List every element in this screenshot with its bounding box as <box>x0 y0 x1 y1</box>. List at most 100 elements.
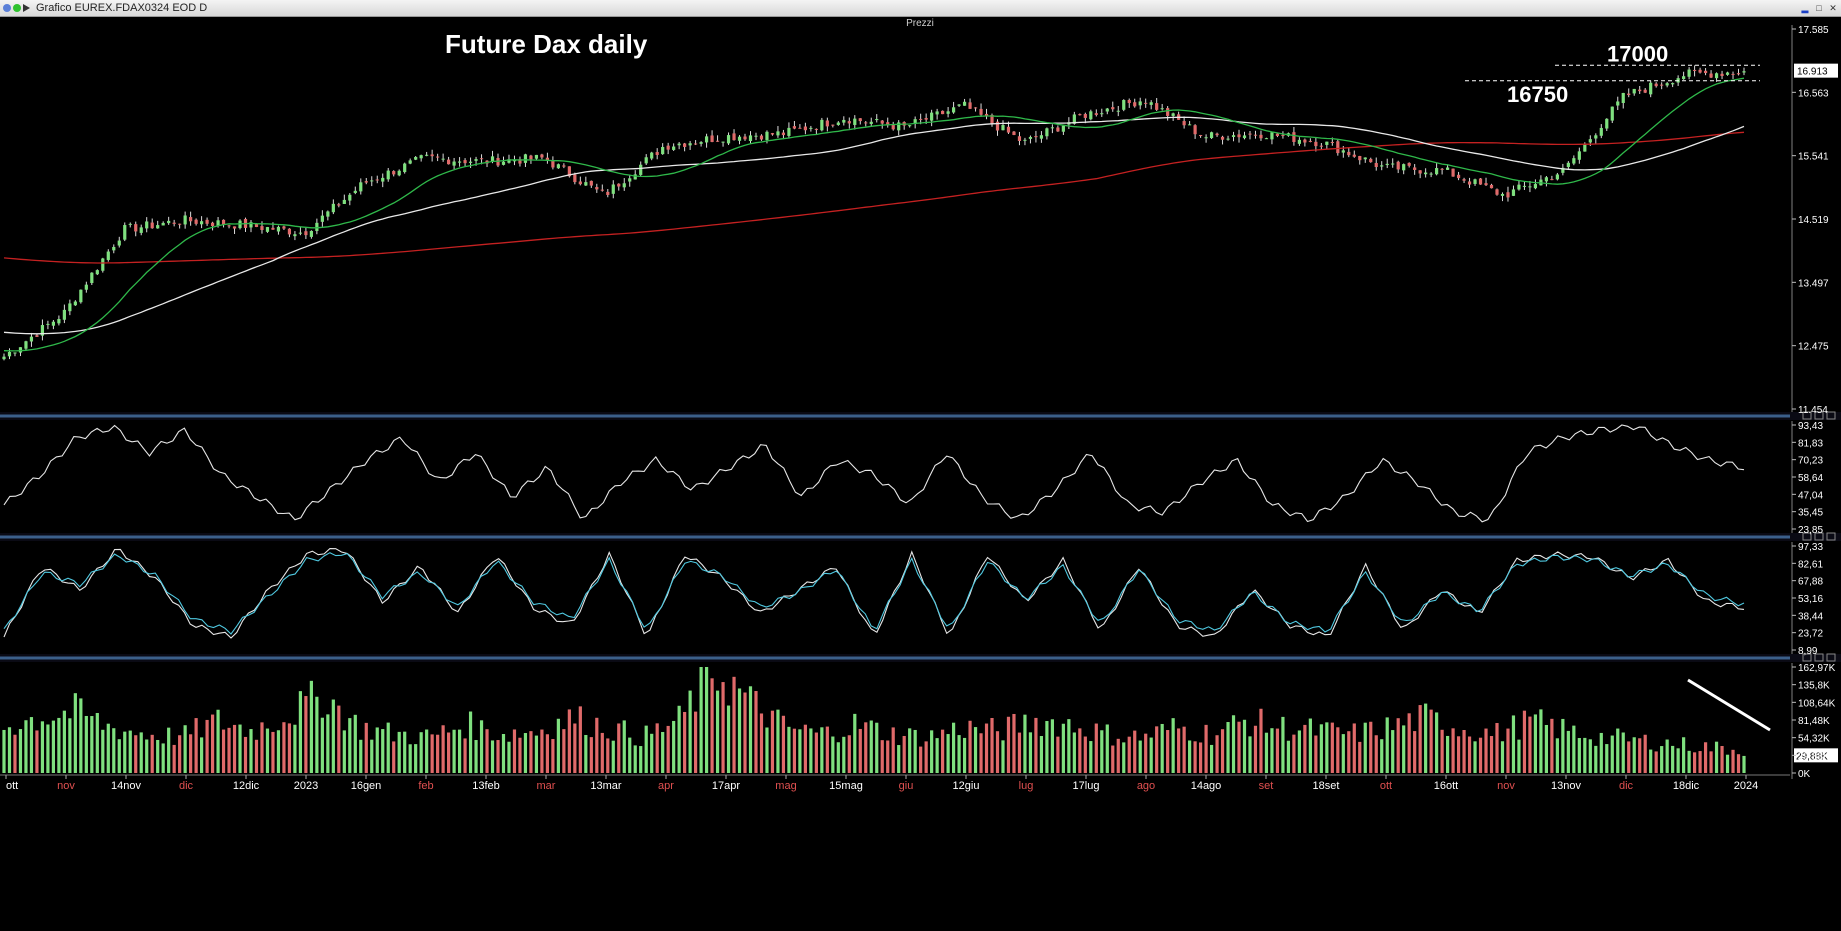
volume-bar <box>1731 749 1735 773</box>
candle-body <box>1610 106 1614 121</box>
volume-bar <box>951 722 956 773</box>
arrow-right-icon[interactable] <box>23 4 30 12</box>
volume-bar <box>95 713 99 773</box>
candle-body <box>232 226 237 229</box>
ma-fast-line <box>3 77 1745 352</box>
x-tick-label: 16ott <box>1434 780 1458 792</box>
candle-body <box>265 227 270 232</box>
candle-body <box>1720 73 1724 76</box>
volume-bar <box>1155 726 1159 773</box>
minimize-icon[interactable]: ▂ <box>1801 3 1809 13</box>
volume-bar <box>792 728 797 773</box>
volume-bar <box>1248 736 1252 773</box>
candle-body <box>946 111 950 114</box>
y-axes: 17.585 16.563 15.541 14.519 13.497 12.475 11.4… <box>1792 25 1838 780</box>
volume-bar <box>589 737 593 773</box>
volume-bar <box>353 714 357 773</box>
candle-body <box>1742 71 1746 73</box>
volume-bar <box>1714 741 1719 773</box>
volume-bar <box>1418 705 1422 773</box>
y-tick-label: 14.519 <box>1798 215 1829 226</box>
candle-body <box>183 215 187 225</box>
candle-body <box>189 217 193 222</box>
y-tick-label: 54,32K <box>1798 734 1830 745</box>
volume-bar <box>1149 737 1153 773</box>
candle-body <box>1440 168 1444 170</box>
volume-bar <box>1220 729 1225 773</box>
volume-bar <box>545 734 550 773</box>
volume-bar <box>1561 718 1565 773</box>
volume-bar <box>419 732 423 773</box>
candle-body <box>951 107 956 113</box>
candle-body <box>908 125 912 127</box>
volume-bar <box>106 723 110 773</box>
candle-body <box>1111 107 1115 110</box>
volume-bar <box>1484 728 1488 773</box>
volume-bar <box>644 725 648 773</box>
volume-bar <box>397 731 401 773</box>
candle-body <box>1583 143 1587 152</box>
candle-body <box>573 174 577 183</box>
volume-bar <box>156 739 160 773</box>
volume-bar <box>1703 742 1708 773</box>
volume-bar <box>979 733 983 773</box>
x-tick-label: 13mar <box>590 780 622 792</box>
volume-bar <box>287 723 292 773</box>
candle-body <box>1023 139 1027 141</box>
candle-body <box>342 199 346 204</box>
volume-bar <box>1594 745 1598 773</box>
candle-body <box>1198 135 1203 137</box>
volume-bar <box>1451 728 1455 773</box>
volume-bar <box>672 720 676 773</box>
candle-body <box>567 166 571 177</box>
x-tick-label: 12dic <box>233 780 260 792</box>
candle-body <box>221 219 226 225</box>
volume-bar <box>1687 750 1691 773</box>
window-menu-icon[interactable] <box>3 4 11 12</box>
candle-body <box>1435 168 1439 175</box>
close-icon[interactable]: ✕ <box>1829 3 1837 13</box>
volume-bar <box>622 720 626 773</box>
candle-body <box>106 251 110 260</box>
volume-bar <box>1654 751 1658 773</box>
volume-bar <box>238 724 242 773</box>
volume-bar <box>227 727 231 773</box>
volume-bar <box>79 698 83 773</box>
volume-bar <box>436 734 440 773</box>
volume-bar <box>633 745 637 773</box>
volume-bar <box>359 739 363 773</box>
candle-body <box>1264 138 1269 140</box>
candle-body <box>73 301 77 306</box>
candle-body <box>457 161 462 163</box>
candle-body <box>699 142 703 144</box>
candle-body <box>973 107 978 109</box>
volume-bar <box>534 735 539 773</box>
volume-bar <box>1478 737 1483 773</box>
volume-bar <box>221 729 226 773</box>
volume-bar <box>1462 730 1466 773</box>
candle-body <box>452 161 456 166</box>
candle-body <box>704 136 709 143</box>
candle-body <box>633 174 637 180</box>
candle-body <box>501 161 506 165</box>
volume-bar <box>1742 755 1746 773</box>
volume-bar <box>1725 754 1730 773</box>
maximize-icon[interactable]: □ <box>1816 3 1822 13</box>
panel-close-icon <box>1826 532 1836 541</box>
candle-body <box>759 135 764 140</box>
candle-body <box>490 156 495 162</box>
volume-bar <box>1171 718 1175 773</box>
volume-bar <box>820 727 824 773</box>
candle-body <box>1116 110 1120 112</box>
panel-minimize-icon <box>1802 653 1812 662</box>
volume-bar <box>68 718 72 773</box>
candle-body <box>990 114 994 124</box>
candle-body <box>57 319 61 324</box>
volume-bar <box>1061 723 1065 773</box>
volume-bar <box>1533 714 1538 773</box>
candle-body <box>1561 167 1565 173</box>
y-tick-label: 108,64K <box>1798 698 1836 709</box>
x-tick-label: dic <box>179 780 194 792</box>
volume-bar <box>990 717 994 773</box>
chart-area[interactable]: 17000 16750 29,88K 17.585 16.563 15.541 14.5… <box>0 17 1841 931</box>
